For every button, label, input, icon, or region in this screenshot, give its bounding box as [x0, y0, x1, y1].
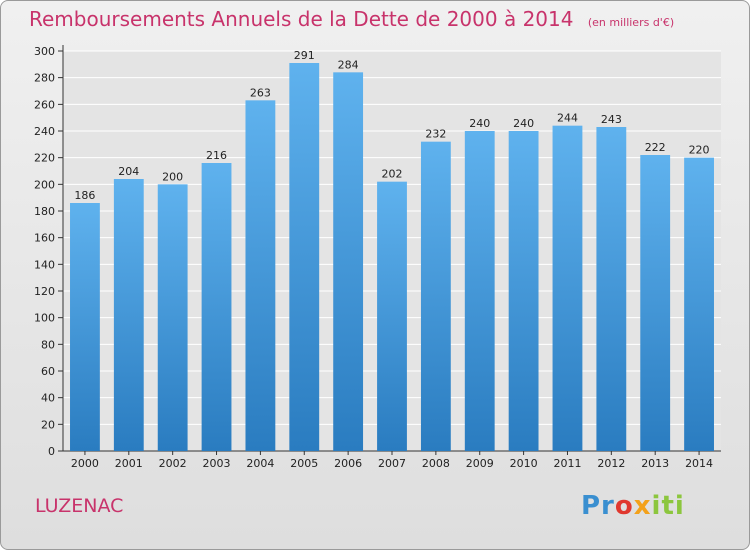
data-label-2011: 244 [557, 112, 578, 125]
x-tick-label-2010: 2010 [510, 457, 538, 470]
data-label-2010: 240 [513, 117, 534, 130]
x-tick-label-2000: 2000 [71, 457, 99, 470]
bar-2004 [245, 100, 276, 451]
bar-2009 [464, 131, 495, 451]
data-label-2013: 222 [645, 141, 666, 154]
bar-2002 [157, 184, 188, 452]
data-label-2003: 216 [206, 149, 227, 162]
data-label-2002: 200 [162, 170, 183, 183]
bar-2006 [333, 72, 364, 451]
y-tick-label: 20 [41, 418, 55, 431]
bar-2014 [684, 157, 714, 451]
y-tick-label: 0 [48, 445, 55, 458]
x-tick-label-2002: 2002 [159, 457, 187, 470]
bar-2005 [289, 63, 320, 451]
labels: 186 204 200 216 263 291 284 202 232 240 240 244 243 2… [74, 49, 709, 202]
y-tick-label: 280 [34, 72, 55, 85]
bar-2013 [640, 155, 671, 451]
x-tick-label-2004: 2004 [246, 457, 274, 470]
data-label-2014: 220 [689, 144, 710, 157]
y-tick-label: 260 [34, 98, 55, 111]
x-tick-label-2001: 2001 [115, 457, 143, 470]
data-label-2000: 186 [74, 189, 95, 202]
x-tick-label-2006: 2006 [334, 457, 362, 470]
y-tick-label: 80 [41, 338, 55, 351]
x-tick-label-2012: 2012 [597, 457, 625, 470]
data-label-2007: 202 [382, 168, 403, 181]
y-tick-label: 240 [34, 125, 55, 138]
data-label-2001: 204 [118, 165, 139, 178]
x-tick-label-2005: 2005 [290, 457, 318, 470]
chart-title: Remboursements Annuels de la Dette de 20… [29, 7, 674, 31]
x-tick-label-2003: 2003 [203, 457, 231, 470]
city-name: LUZENAC [35, 495, 124, 517]
y-tick-label: 300 [34, 45, 55, 58]
chart-subtitle: (en milliers d'€) [587, 16, 675, 29]
bar-2003 [201, 163, 232, 451]
bar-2012 [596, 127, 627, 451]
y-tick-label: 120 [34, 285, 55, 298]
x-tick-label-2009: 2009 [466, 457, 494, 470]
data-label-2008: 232 [425, 128, 446, 141]
y-tick-label: 220 [34, 152, 55, 165]
bar-2001 [113, 179, 144, 451]
logo-part-3: x [633, 491, 652, 521]
data-label-2005: 291 [294, 49, 315, 62]
bar-2010 [508, 131, 539, 451]
y-tick-label: 40 [41, 392, 55, 405]
y-tick-label: 180 [34, 205, 55, 218]
chart-title-text: Remboursements Annuels de la Dette de 20… [29, 7, 574, 31]
x-tick-label-2013: 2013 [641, 457, 669, 470]
bar-2000 [70, 203, 100, 451]
logo-part-4: iti [651, 491, 685, 521]
y-tick-label: 100 [34, 312, 55, 325]
x-tick-label-2011: 2011 [553, 457, 581, 470]
proxiti-logo[interactable]: Proxiti [581, 491, 685, 521]
y-tick-label: 160 [34, 232, 55, 245]
bar-2011 [552, 125, 583, 452]
data-label-2006: 284 [338, 58, 359, 71]
data-label-2012: 243 [601, 113, 622, 126]
y-tick-label: 140 [34, 258, 55, 271]
axes: 0 20 40 60 80 100 120 140 160 180 200 220 240 260 280 3… [34, 45, 721, 470]
bars [70, 63, 714, 452]
y-tick-label: 60 [41, 365, 55, 378]
bar-2008 [420, 141, 451, 451]
data-label-2009: 240 [469, 117, 490, 130]
x-tick-label-2007: 2007 [378, 457, 406, 470]
x-tick-label-2008: 2008 [422, 457, 450, 470]
y-tick-label: 200 [34, 178, 55, 191]
x-tick-label-2014: 2014 [685, 457, 713, 470]
bar-2007 [377, 181, 407, 451]
data-label-2004: 263 [250, 86, 271, 99]
logo-part-2: o [614, 491, 634, 521]
logo-part-1: Pr [581, 491, 615, 521]
